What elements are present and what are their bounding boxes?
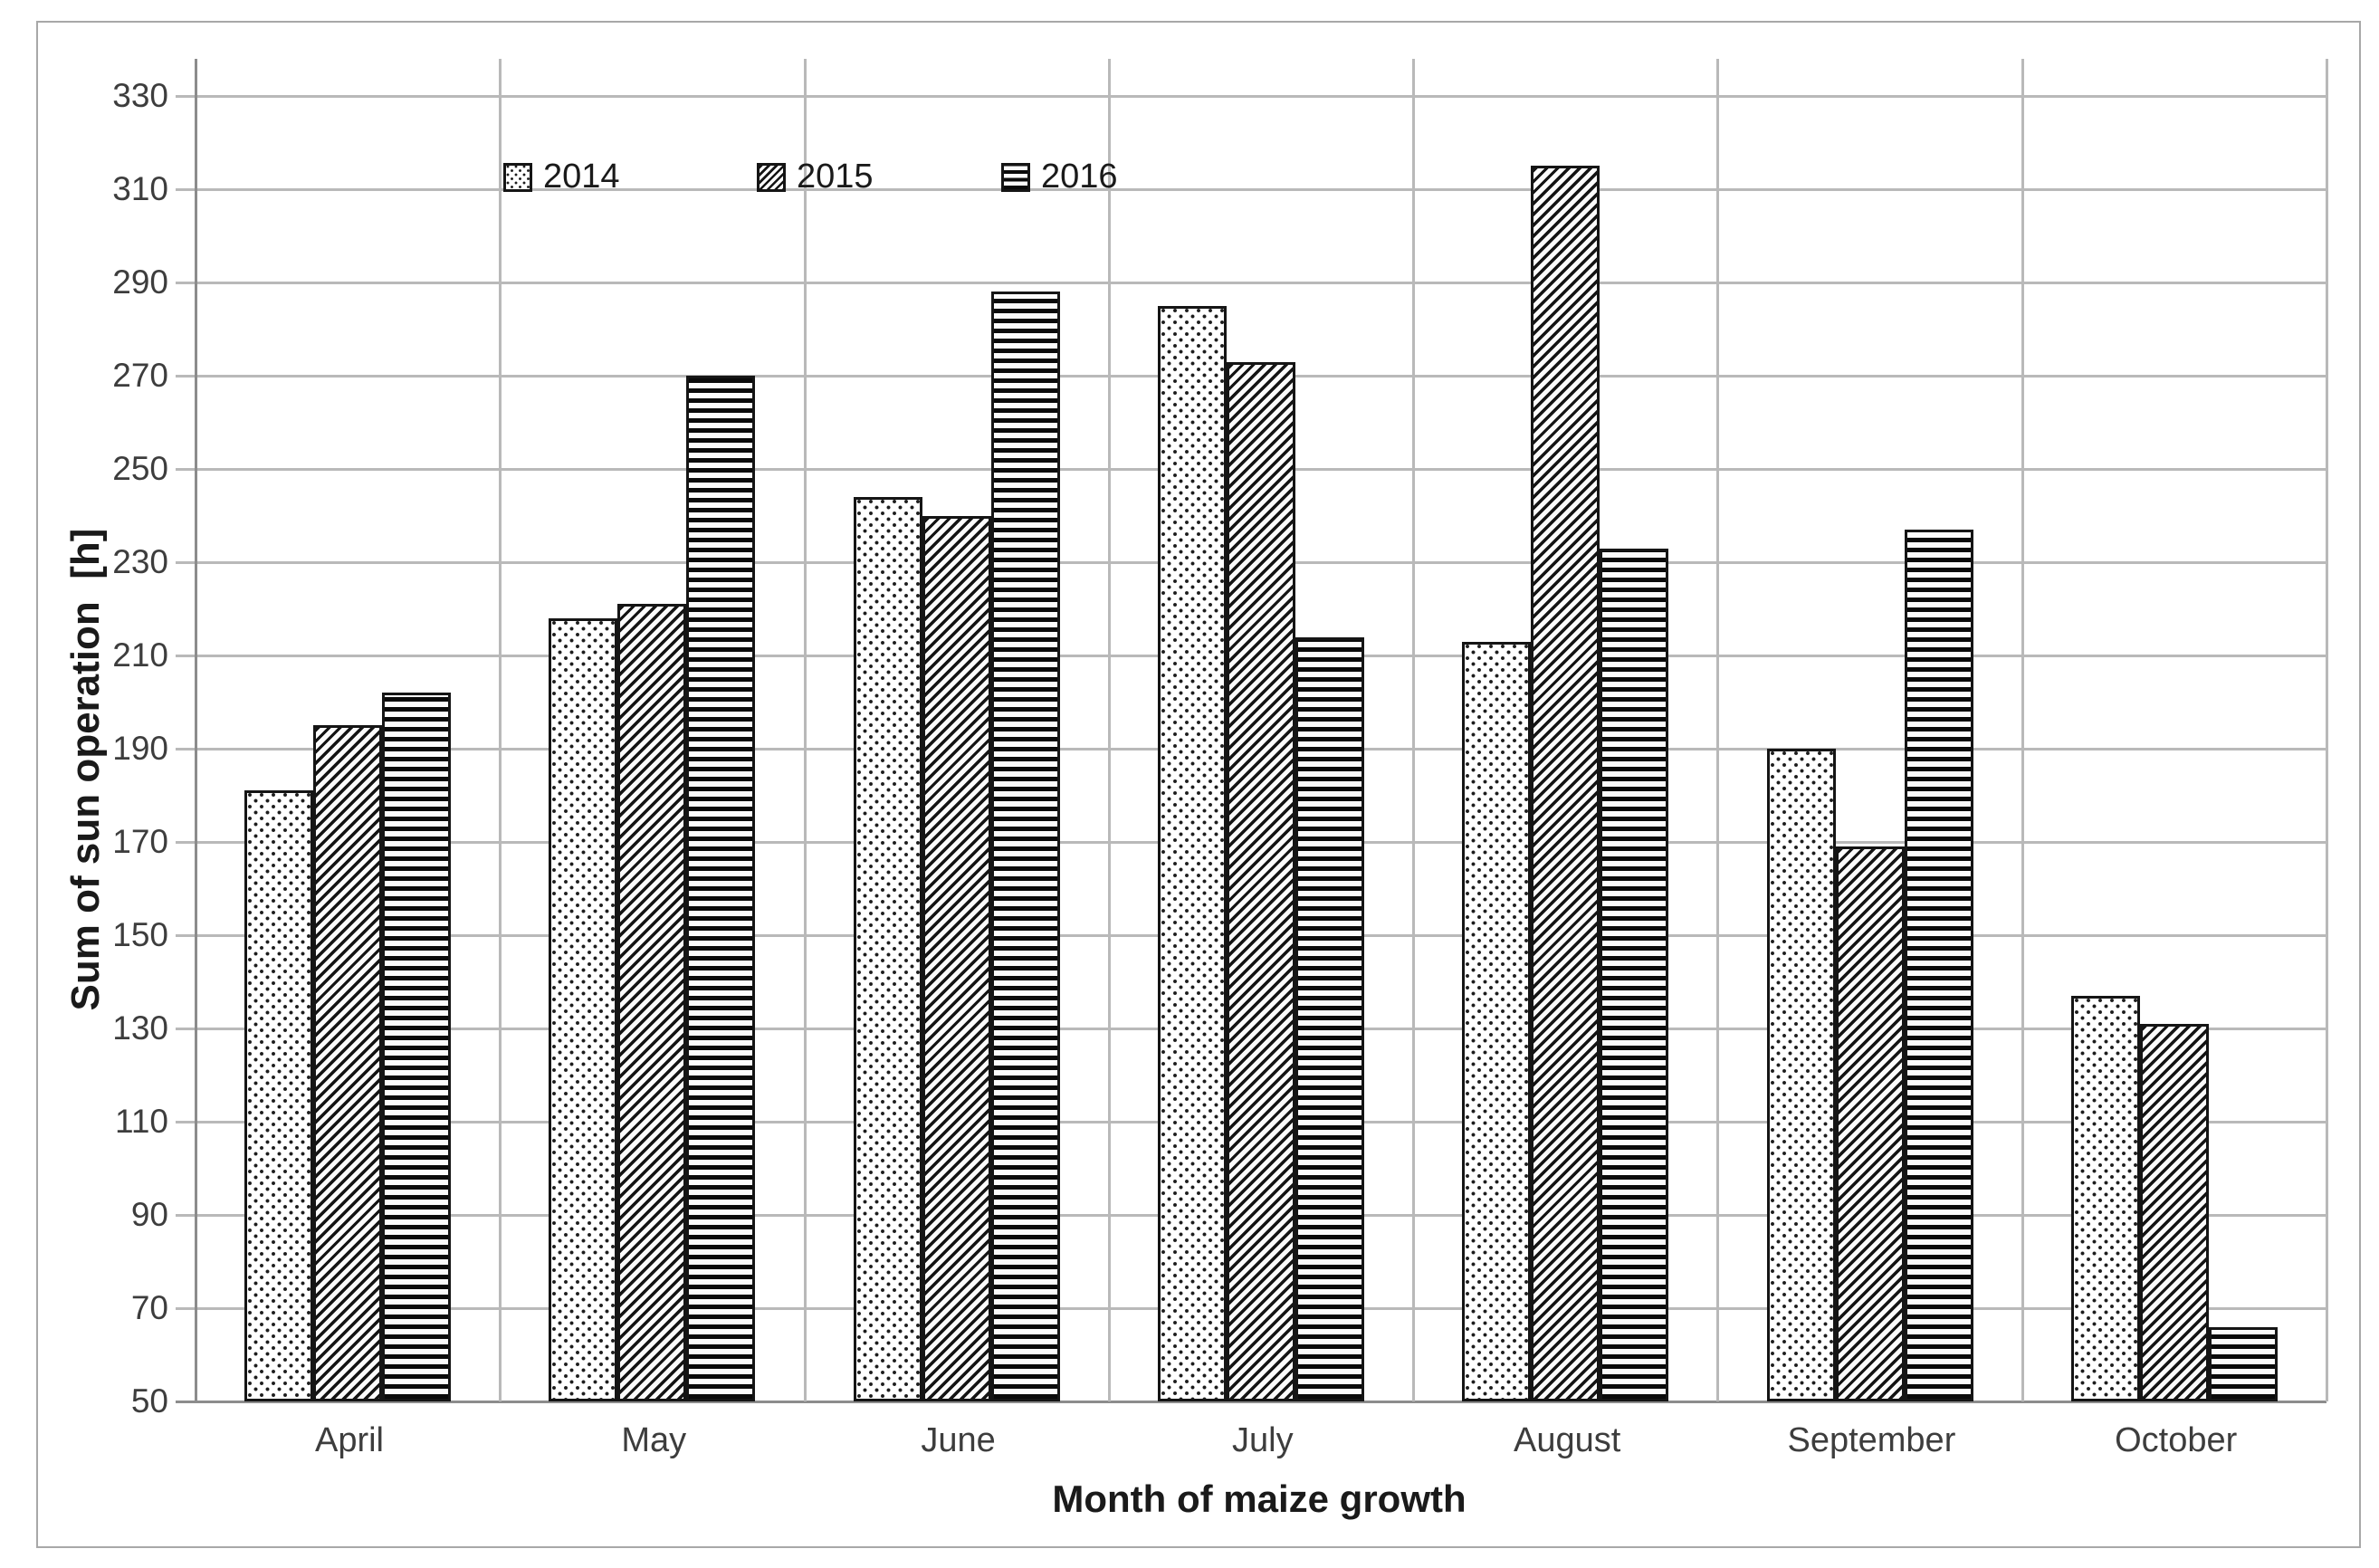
- y-tick-label: 290: [112, 263, 168, 301]
- bar-2015-September: [1835, 846, 1905, 1401]
- bar-2016-May: [686, 376, 756, 1401]
- x-category-label-July: July: [1232, 1421, 1294, 1459]
- legend-swatch-diagonal-icon: [757, 162, 786, 192]
- x-category-label-August: August: [1513, 1421, 1621, 1459]
- bar-2016-July: [1295, 636, 1364, 1401]
- gridline-horizontal: [176, 188, 2326, 192]
- legend-item-2014: 2014: [503, 158, 620, 196]
- gridline-vertical: [2326, 59, 2328, 1401]
- y-tick-label: 170: [112, 823, 168, 861]
- bar-2015-July: [1227, 361, 1295, 1401]
- y-tick-label: 230: [112, 543, 168, 581]
- gridline-vertical: [1412, 59, 1416, 1401]
- y-tick-label: 90: [130, 1196, 168, 1234]
- legend-label: 2015: [797, 158, 874, 196]
- y-tick-label: 50: [130, 1382, 168, 1420]
- plot-area: 50 70 90 110 130 150 170 190 210 230 250 270 290 310 3…: [38, 23, 2359, 1546]
- y-tick-label: 250: [112, 450, 168, 488]
- bar-2014-September: [1766, 749, 1836, 1401]
- x-axis-baseline: [176, 1401, 2326, 1403]
- bar-2016-October: [2208, 1326, 2278, 1401]
- bar-2015-June: [922, 515, 991, 1401]
- bar-2014-October: [2070, 996, 2140, 1401]
- bar-2016-April: [382, 693, 452, 1401]
- gridline-vertical: [499, 59, 502, 1401]
- gridline-vertical: [803, 59, 807, 1401]
- y-tick-label: 190: [112, 730, 168, 768]
- y-tick-label: 210: [112, 636, 168, 674]
- chart-figure-frame: 50 70 90 110 130 150 170 190 210 230 250 270 290 310 3…: [36, 21, 2361, 1548]
- x-category-label-June: June: [921, 1421, 996, 1459]
- bar-2015-October: [2139, 1023, 2209, 1401]
- y-axis-title: Sum of sun operation [h]: [63, 528, 108, 1011]
- x-category-label-September: September: [1787, 1421, 1956, 1459]
- x-axis-title: Month of maize growth: [1052, 1477, 1467, 1520]
- x-category-label-October: October: [2115, 1421, 2238, 1459]
- y-tick-label: 70: [130, 1289, 168, 1326]
- gridline-horizontal: [176, 95, 2326, 99]
- bar-2014-May: [549, 617, 618, 1401]
- gridline-horizontal: [176, 282, 2326, 285]
- legend-label: 2014: [543, 158, 620, 196]
- legend-swatch-horizontal-icon: [1001, 162, 1030, 192]
- bar-2014-July: [1158, 305, 1227, 1401]
- y-tick-label: 150: [112, 916, 168, 954]
- bar-2014-August: [1462, 641, 1532, 1401]
- gridline-vertical: [2021, 59, 2024, 1401]
- bar-2014-April: [244, 790, 314, 1401]
- y-tick-label: 110: [115, 1103, 168, 1141]
- legend-item-2016: 2016: [1001, 158, 1118, 196]
- gridline-vertical: [1716, 59, 1720, 1401]
- y-tick-label: 270: [112, 357, 168, 395]
- y-tick-label: 330: [112, 77, 168, 115]
- bar-2016-September: [1904, 530, 1973, 1401]
- legend-swatch-dotted-icon: [503, 162, 532, 192]
- y-tick-label: 310: [112, 170, 168, 208]
- bar-2016-August: [1600, 548, 1669, 1401]
- bar-2015-April: [313, 725, 383, 1401]
- bar-2014-June: [853, 497, 922, 1401]
- gridline-vertical: [1107, 59, 1111, 1401]
- bar-2015-May: [617, 604, 687, 1401]
- x-category-label-May: May: [621, 1421, 687, 1459]
- bar-2015-August: [1531, 166, 1600, 1401]
- legend-label: 2016: [1041, 158, 1118, 196]
- legend-item-2015: 2015: [757, 158, 874, 196]
- y-axis-line: [195, 59, 197, 1401]
- bar-2016-June: [990, 292, 1060, 1401]
- y-tick-label: 130: [112, 1009, 168, 1047]
- x-category-label-April: April: [314, 1421, 385, 1459]
